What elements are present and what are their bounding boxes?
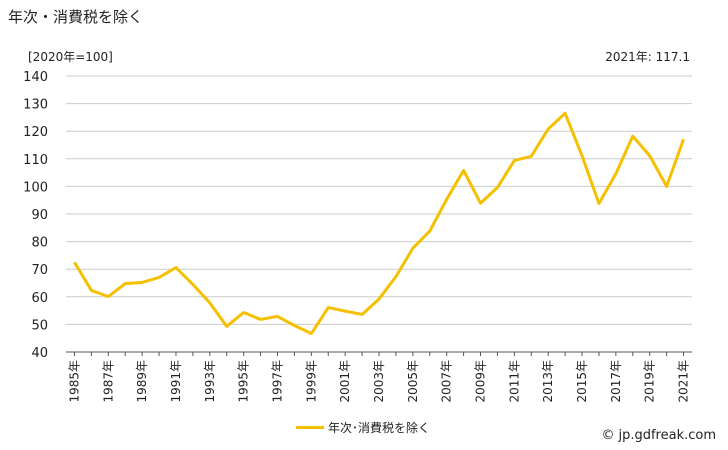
y-tick-label: 70 (31, 263, 48, 278)
x-tick-label: 2021年 (677, 360, 691, 403)
legend-swatch (296, 426, 324, 429)
y-tick-label: 40 (31, 346, 48, 361)
y-tick-label: 100 (23, 180, 48, 195)
x-tick-label: 2019年 (643, 360, 657, 403)
x-tick-label: 2017年 (609, 360, 623, 403)
x-tick-label: 1993年 (203, 360, 217, 403)
site-credit: © jp.gdfreak.com (601, 428, 716, 443)
x-tick-label: 1987年 (101, 360, 115, 403)
y-tick-label: 60 (31, 291, 48, 306)
x-tick-label: 2003年 (372, 360, 386, 403)
x-tick-label: 1989年 (135, 360, 149, 403)
x-tick-label: 1997年 (270, 360, 284, 403)
y-tick-label: 110 (23, 153, 48, 168)
x-tick-label: 2013年 (541, 360, 555, 403)
y-tick-label: 120 (23, 125, 48, 140)
x-tick-label: 2001年 (338, 360, 352, 403)
x-tick-label: 2011年 (507, 360, 521, 403)
x-tick-label: 1999年 (304, 360, 318, 403)
y-tick-label: 140 (23, 70, 48, 85)
y-axis-unit-label: [2020年=100] (28, 50, 113, 64)
site-credit-text: jp.gdfreak.com (618, 428, 716, 443)
latest-value-label: 2021年: 117.1 (605, 50, 690, 64)
y-tick-label: 90 (31, 208, 48, 223)
x-tick-label: 2009年 (474, 360, 488, 403)
y-tick-label: 50 (31, 318, 48, 333)
y-tick-label: 130 (23, 98, 48, 113)
x-tick-label: 2005年 (406, 360, 420, 403)
x-tick-label: 1991年 (169, 360, 183, 403)
y-tick-label: 80 (31, 236, 48, 251)
chart-title: 年次・消費税を除く (8, 8, 144, 26)
x-tick-label: 2007年 (440, 360, 454, 403)
x-tick-label: 1985年 (67, 360, 81, 403)
legend: 年次･消費税を除く (296, 419, 430, 436)
copyright-icon: © (601, 428, 615, 443)
x-tick-label: 1995年 (237, 360, 251, 403)
series-line (73, 111, 685, 336)
legend-label: 年次･消費税を除く (328, 421, 431, 435)
x-tick-label: 2015年 (575, 360, 589, 403)
